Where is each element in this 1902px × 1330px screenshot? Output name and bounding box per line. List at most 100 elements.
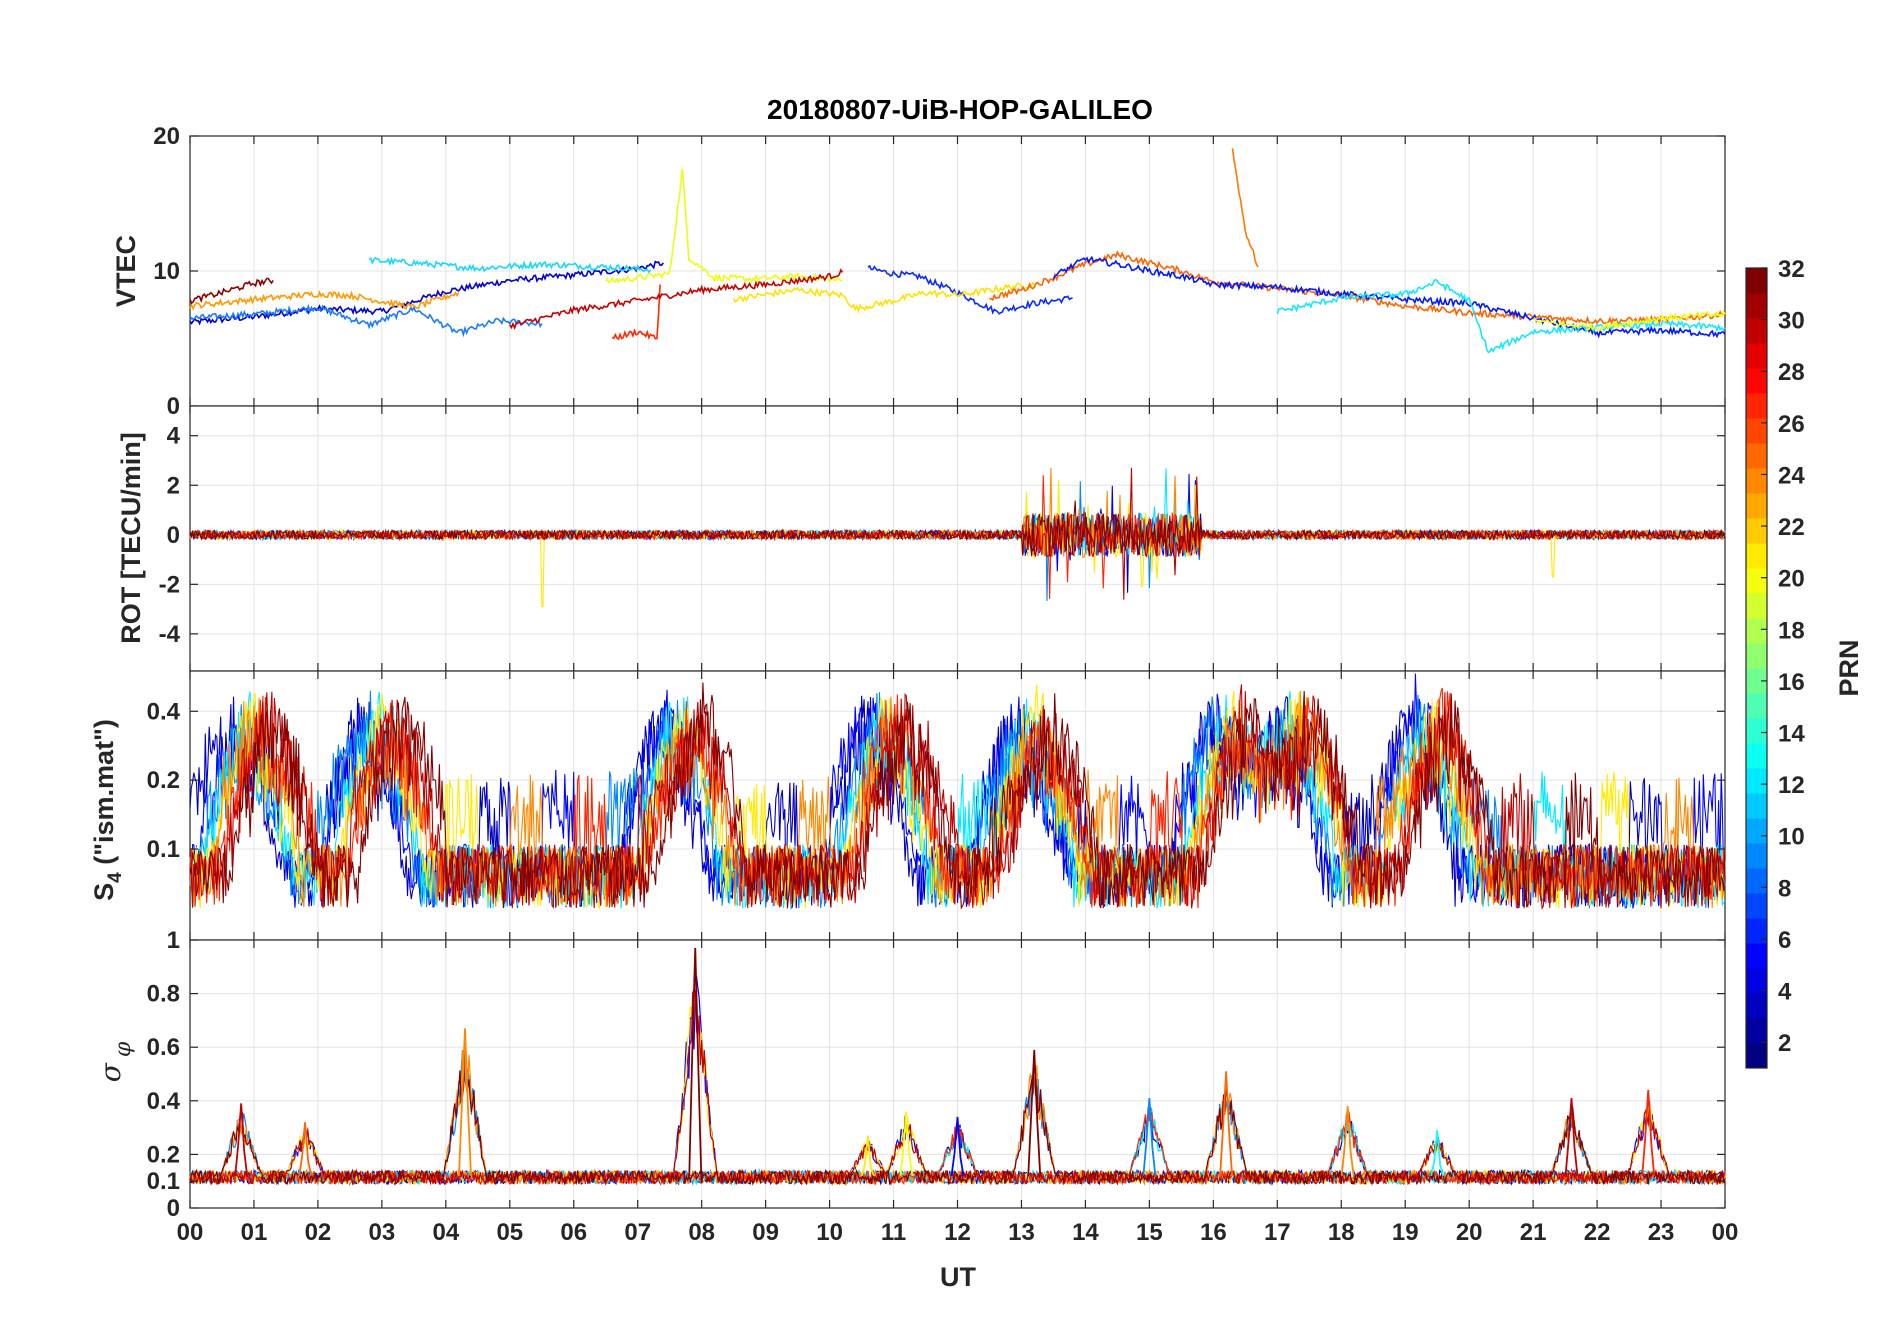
x-tick-label: 10 [816,1219,843,1246]
x-tick-label: 00 [1712,1219,1739,1246]
colorbar-tick-label: 30 [1778,308,1805,335]
colorbar-step [1746,793,1767,819]
sigma-phi-peak [1142,1098,1157,1176]
x-tick-label: 19 [1392,1219,1419,1246]
colorbar-step [1746,618,1767,644]
colorbar-step [1746,418,1767,444]
vtec-series-line-prn-20 [605,168,843,285]
colorbar-tick-label: 22 [1778,514,1805,541]
x-tick-label: 18 [1328,1219,1355,1246]
vtec-grid [190,136,1725,406]
colorbar-step [1746,1043,1767,1069]
x-tick-label: 02 [305,1219,332,1246]
colorbar-step [1746,643,1767,669]
colorbar-tick-label: 2 [1778,1030,1791,1057]
x-tick-label: 14 [1072,1219,1099,1246]
colorbar-step [1746,868,1767,894]
vtec-series-line-prn-3 [189,260,664,326]
colorbar-step [1746,518,1767,544]
sigma-phi-series-line-prn-32 [189,1035,1726,1186]
x-tick-label: 09 [752,1219,779,1246]
colorbar-step [1746,718,1767,744]
vtec-series-line-prn-9 [189,303,543,338]
chart-title: 20180807-UiB-HOP-GALILEO [767,94,1153,125]
vtec-series-line-prn-32 [189,277,274,305]
x-tick-label: 04 [432,1219,459,1246]
colorbar-step [1746,918,1767,944]
vtec-series-line-prn-4 [1052,255,1726,339]
sigma-phi-peak [1564,1098,1579,1176]
colorbar-step [1746,1018,1767,1044]
y-tick-label: 0.8 [147,981,180,1008]
vtec-series-line-prn-30 [509,268,844,331]
sigma-phi-series-line-prn-27 [189,1107,1726,1187]
y-tick-label: 0.4 [147,1088,181,1115]
x-tick-label: 15 [1136,1219,1163,1246]
rot-panel: -4 -2 0 2 4 ROT [TECU/min] [116,405,1726,672]
s4-series-line-prn-30 [189,684,1726,910]
sigma-phi-peak [1027,1049,1042,1176]
x-axis-label: UT [940,1262,976,1292]
colorbar-step [1746,693,1767,719]
vtec-series-line-prn-12 [368,256,652,274]
y-tick-label: 0 [167,393,180,420]
rot-y-ticks: -4 -2 0 2 4 [159,423,1725,648]
x-tick-label: 13 [1008,1219,1035,1246]
sigma-phi-panel: 00.10.2 0.4 0.6 0.8 1 σφ [94,927,1726,1222]
y-tick-label: 0.6 [147,1034,180,1061]
colorbar-step [1746,543,1767,569]
vtec-series [189,148,1726,354]
y-tick-label: 0.2 [147,1141,180,1168]
colorbar-tick-label: 4 [1778,979,1792,1006]
colorbar-step [1746,593,1767,619]
sigma-phi-peak [861,1135,875,1177]
sigma-phi-peak [234,1103,249,1176]
vtec-y-ticks: 0 10 20 [153,123,1725,420]
s4-y-label-rest: ("ism.mat") [89,719,119,872]
x-tick-label: 01 [241,1219,268,1246]
vtec-series-line-prn-13 [1276,278,1726,354]
rot-series-line-prn-30 [189,467,1726,600]
sigma-phi-peak [1641,1090,1656,1176]
colorbar-tick-label: 18 [1778,617,1805,644]
x-tick-label: 03 [369,1219,396,1246]
colorbar-tick-label: 14 [1778,721,1805,748]
x-tick-label: 06 [560,1219,587,1246]
sigma-phi-series-line-prn-30 [189,988,1726,1187]
rot-series-line-prn-32 [189,500,1726,558]
colorbar-tick-label: 32 [1778,256,1805,283]
y-tick-label: 0.1 [147,1168,180,1195]
colorbar-tick-label: 20 [1778,566,1805,593]
x-tick-label: 12 [944,1219,971,1246]
y-tick-label: -4 [159,621,181,648]
s4-series-line-prn-32 [189,682,1726,910]
y-tick-label: 0.1 [147,836,180,863]
sigma-phi-peak [899,1111,914,1176]
colorbar-tick-label: 28 [1778,359,1805,386]
sigma-phi-y-label: σφ [94,1041,136,1082]
colorbar-tick-label: 6 [1778,927,1791,954]
sigma-phi-peak [1219,1071,1234,1176]
s4-y-ticks: 0.1 0.2 0.4 [147,698,1725,863]
x-tick-label: 07 [624,1219,651,1246]
y-tick-label: 2 [167,472,180,499]
rot-y-label: ROT [TECU/min] [116,432,146,643]
sigma-phi-peak [1430,1130,1445,1177]
colorbar-tick-label: 12 [1778,772,1805,799]
sigma-phi-peak [950,1116,965,1176]
colorbar-step [1746,843,1767,869]
s4-series [189,673,1726,910]
vtec-y-label: VTEC [111,235,141,307]
colorbar-step [1746,568,1767,594]
colorbar-step [1746,493,1767,519]
colorbar-step [1746,743,1767,769]
sigma-phi-y-label-phi: φ [111,1041,136,1057]
colorbar-step [1746,893,1767,919]
x-tick-label: 22 [1584,1219,1611,1246]
sigma-phi-peak [1340,1106,1355,1176]
y-tick-label: 20 [153,123,180,150]
vtec-series-line-prn-19 [1532,309,1726,332]
s4-y-label-s: S [89,883,119,901]
